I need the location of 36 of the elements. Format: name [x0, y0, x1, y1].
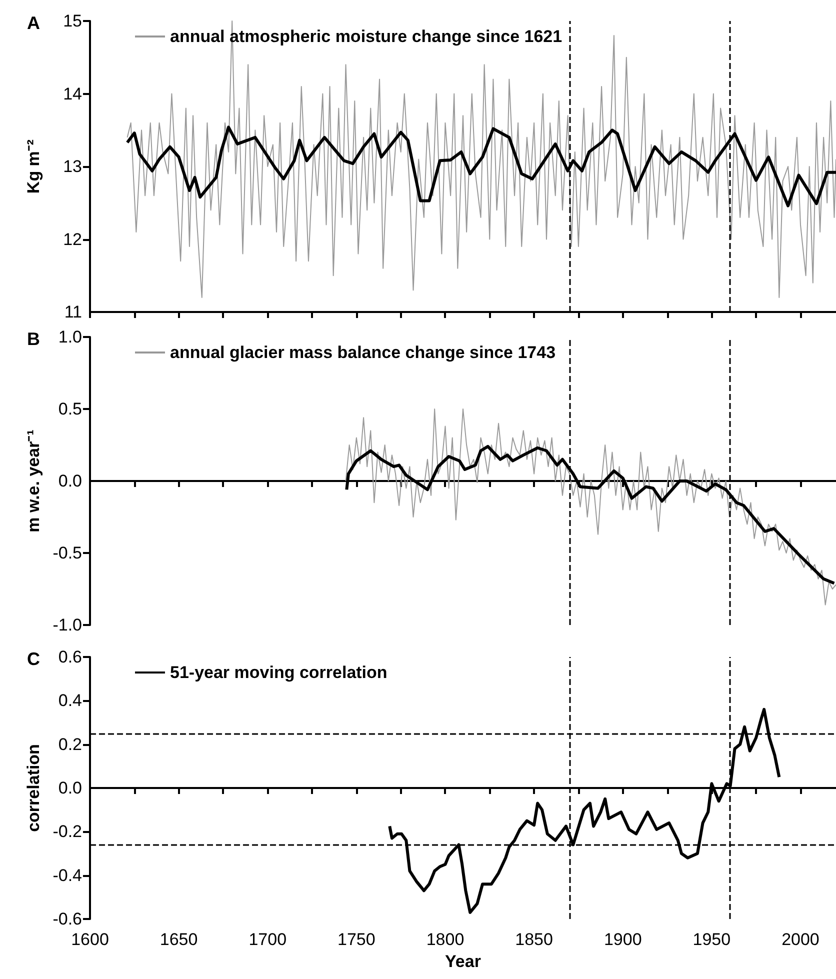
- y-tick-label: 15: [63, 12, 82, 30]
- y-axis-title: m w.e. year⁻¹: [24, 429, 43, 532]
- x-tick-label: 1800: [426, 930, 464, 949]
- y-tick-label: -0.6: [52, 910, 82, 928]
- x-tick-label: 2000: [782, 930, 820, 949]
- chart-title: B: [27, 329, 40, 349]
- y-tick-label: 13: [63, 157, 82, 176]
- y-tick-label: 0.0: [58, 778, 82, 798]
- legend-label: annual glacier mass balance change since 1743: [170, 343, 556, 362]
- chart-title: C: [27, 649, 40, 669]
- x-tick-label: 1950: [692, 930, 731, 949]
- x-axis-title: Year: [445, 952, 482, 971]
- y-tick-label: 0.4: [58, 691, 82, 710]
- y-axis-title: Kg m⁻²: [24, 139, 43, 194]
- y-tick-label: -0.5: [52, 544, 82, 562]
- y-tick-label: -0.4: [52, 866, 82, 885]
- y-tick-label: 14: [63, 84, 82, 104]
- y-tick-label: 0.5: [58, 400, 82, 418]
- y-tick-label: 11: [64, 302, 82, 322]
- chart-title: A: [27, 13, 40, 33]
- y-tick-label: -1.0: [52, 616, 82, 634]
- y-tick-label: 0.2: [58, 734, 82, 754]
- legend-label: annual atmospheric moisture change since 1621: [170, 27, 562, 46]
- y-tick-label: -0.2: [52, 822, 82, 842]
- x-tick-label: 1850: [515, 930, 553, 949]
- x-tick-label: 1650: [160, 930, 198, 949]
- x-tick-label: 1900: [604, 930, 642, 949]
- y-tick-label: 0.0: [58, 472, 82, 490]
- y-tick-label: 0.6: [58, 648, 82, 666]
- x-tick-label: 1600: [71, 930, 109, 949]
- y-tick-label: 12: [63, 230, 82, 249]
- x-tick-label: 1750: [338, 930, 376, 949]
- y-axis-title: correlation: [24, 744, 43, 832]
- x-tick-label: 1700: [248, 930, 287, 949]
- y-tick-label: 1.0: [58, 328, 82, 346]
- legend-label: 51-year moving correlation: [170, 663, 388, 682]
